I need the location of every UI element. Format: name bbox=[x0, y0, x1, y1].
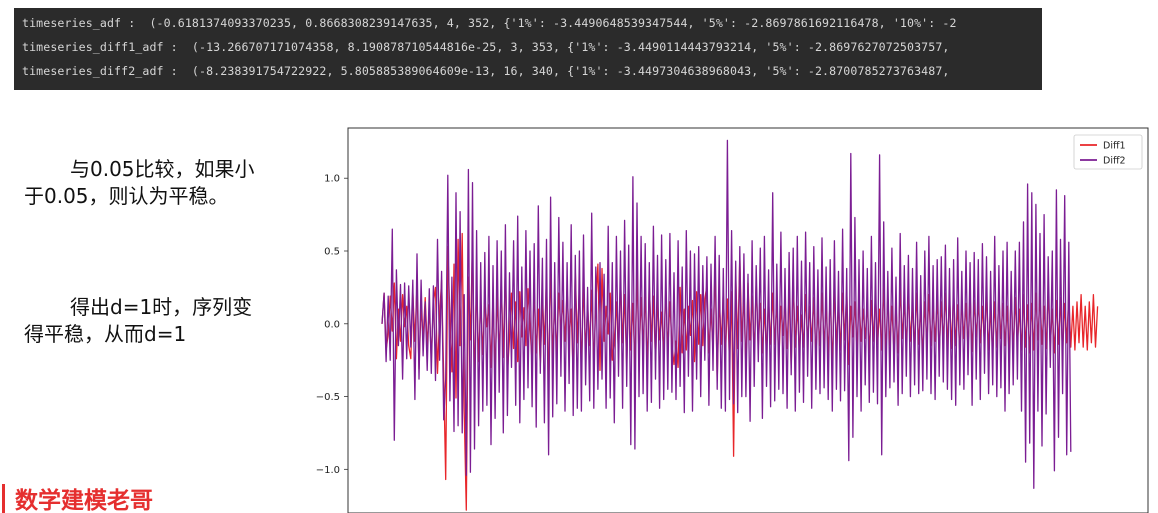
note-text-1: 与0.05比较，如果小于0.05，则认为平稳。 bbox=[24, 157, 255, 208]
series-line-diff2 bbox=[381, 139, 1072, 489]
console-line-diff1-adf: timeseries_diff1_adf : (-13.266707171074… bbox=[22, 40, 950, 54]
y-tick-label: 0.5 bbox=[324, 247, 340, 258]
note-text-2: 得出d=1时，序列变得平稳，从而d=1 bbox=[24, 295, 253, 346]
console-line-diff2-adf: timeseries_diff2_adf : (-8.2383917547229… bbox=[22, 64, 950, 78]
console-output: timeseries_adf : (-0.6181374093370235, 0… bbox=[14, 8, 1042, 90]
legend-label-diff2: Diff2 bbox=[1103, 156, 1126, 167]
watermark-logo: 数学建模老哥 bbox=[2, 484, 153, 513]
y-axis: −1.0 −0.5 0.0 0.5 1.0 bbox=[316, 174, 348, 476]
series-group bbox=[381, 139, 1099, 511]
note-paragraph-2: 得出d=1时，序列变得平稳，从而d=1 bbox=[24, 294, 264, 348]
legend-label-diff1: Diff1 bbox=[1103, 141, 1126, 152]
console-line-adf: timeseries_adf : (-0.6181374093370235, 0… bbox=[22, 16, 957, 30]
note-paragraph-1: 与0.05比较，如果小于0.05，则认为平稳。 bbox=[24, 156, 264, 210]
y-tick-label: 1.0 bbox=[324, 174, 340, 185]
y-tick-label: −0.5 bbox=[316, 392, 340, 403]
y-tick-label: 0.0 bbox=[324, 319, 340, 330]
legend: Diff1 Diff2 bbox=[1073, 134, 1143, 170]
y-tick-label: −1.0 bbox=[316, 465, 340, 476]
